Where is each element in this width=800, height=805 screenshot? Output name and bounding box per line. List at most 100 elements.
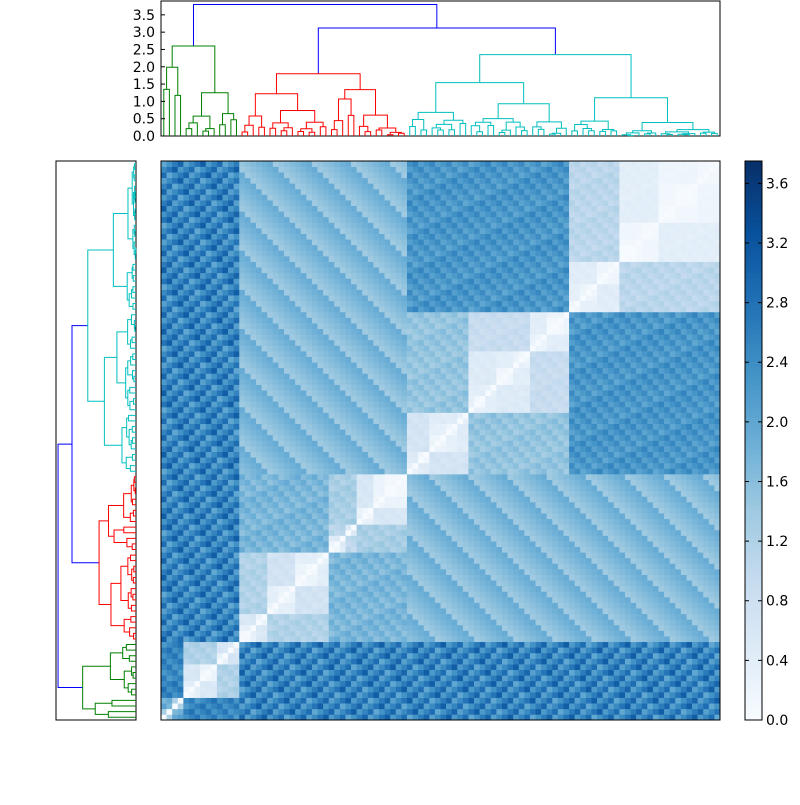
heatmap-cell — [167, 675, 173, 681]
heatmap-cell — [474, 452, 480, 458]
heatmap-cell — [496, 575, 502, 581]
heatmap-cell — [362, 686, 368, 692]
heatmap-cell — [418, 547, 424, 553]
heatmap-cell — [659, 480, 665, 486]
heatmap-cell — [401, 452, 407, 458]
heatmap-cell — [642, 631, 648, 637]
heatmap-cell — [569, 675, 575, 681]
heatmap-cell — [608, 664, 614, 670]
heatmap-cell — [692, 480, 698, 486]
heatmap-cell — [239, 496, 245, 502]
heatmap-cell — [485, 558, 491, 564]
heatmap-cell — [172, 558, 178, 564]
heatmap-cell — [306, 608, 312, 614]
heatmap-cell — [485, 563, 491, 569]
heatmap-cell — [390, 457, 396, 463]
heatmap-cell — [290, 709, 296, 715]
heatmap-cell — [413, 541, 419, 547]
heatmap-cell — [692, 642, 698, 648]
heatmap-cell — [172, 586, 178, 592]
heatmap-cell — [547, 491, 553, 497]
heatmap-cell — [591, 541, 597, 547]
heatmap-cell — [675, 686, 681, 692]
heatmap-cell — [211, 647, 217, 653]
heatmap-cell — [228, 508, 234, 514]
heatmap-cell — [446, 603, 452, 609]
heatmap-cell — [468, 653, 474, 659]
heatmap-cell — [401, 659, 407, 665]
heatmap-cell — [424, 536, 430, 542]
dendrogram-link — [189, 123, 197, 136]
heatmap-cell — [675, 675, 681, 681]
heatmap-cell — [273, 591, 279, 597]
heatmap-cell — [368, 496, 374, 502]
heatmap-cell — [513, 530, 519, 536]
heatmap-cell — [312, 631, 318, 637]
heatmap-cell — [619, 591, 625, 597]
heatmap-cell — [457, 580, 463, 586]
heatmap-cell — [318, 631, 324, 637]
heatmap-cell — [463, 491, 469, 497]
heatmap-cell — [491, 468, 497, 474]
heatmap-cell — [312, 647, 318, 653]
heatmap-cell — [373, 591, 379, 597]
heatmap-cell — [625, 597, 631, 603]
heatmap-cell — [653, 536, 659, 542]
heatmap-cell — [217, 603, 223, 609]
heatmap-cell — [463, 608, 469, 614]
heatmap-cell — [474, 530, 480, 536]
heatmap-cell — [206, 681, 212, 687]
heatmap-cell — [580, 709, 586, 715]
heatmap-cell — [407, 698, 413, 704]
heatmap-cell — [385, 463, 391, 469]
heatmap-cell — [586, 463, 592, 469]
heatmap-cell — [312, 591, 318, 597]
heatmap-cell — [250, 625, 256, 631]
heatmap-cell — [312, 619, 318, 625]
heatmap-cell — [278, 664, 284, 670]
heatmap-cell — [435, 569, 441, 575]
heatmap-cell — [653, 457, 659, 463]
heatmap-cell — [457, 513, 463, 519]
heatmap-cell — [250, 513, 256, 519]
heatmap-cell — [167, 642, 173, 648]
heatmap-cell — [496, 508, 502, 514]
heatmap-cell — [541, 513, 547, 519]
heatmap-cell — [541, 508, 547, 514]
heatmap-cell — [334, 519, 340, 525]
heatmap-cell — [379, 692, 385, 698]
heatmap-cell — [222, 552, 228, 558]
heatmap-cell — [323, 485, 329, 491]
heatmap-cell — [681, 698, 687, 704]
heatmap-cell — [580, 591, 586, 597]
heatmap-cell — [591, 664, 597, 670]
heatmap-cell — [686, 636, 692, 642]
heatmap-cell — [563, 659, 569, 665]
heatmap-cell — [692, 703, 698, 709]
heatmap-cell — [586, 580, 592, 586]
heatmap-cell — [563, 524, 569, 530]
heatmap-cell — [334, 575, 340, 581]
heatmap-cell — [183, 625, 189, 631]
heatmap-cell — [608, 591, 614, 597]
heatmap-cell — [485, 530, 491, 536]
heatmap-cell — [217, 714, 223, 720]
heatmap-cell — [357, 496, 363, 502]
heatmap-cell — [670, 519, 676, 525]
heatmap-cell — [206, 541, 212, 547]
heatmap-cell — [496, 541, 502, 547]
heatmap-cell — [446, 698, 452, 704]
heatmap-cell — [329, 575, 335, 581]
heatmap-cell — [250, 491, 256, 497]
heatmap-cell — [172, 519, 178, 525]
heatmap-cell — [167, 659, 173, 665]
heatmap-cell — [536, 608, 542, 614]
heatmap-cell — [228, 681, 234, 687]
heatmap-cell — [183, 508, 189, 514]
heatmap-cell — [659, 714, 665, 720]
heatmap-cell — [424, 625, 430, 631]
heatmap-cell — [250, 597, 256, 603]
heatmap-cell — [262, 569, 268, 575]
heatmap-cell — [323, 474, 329, 480]
heatmap-cell — [306, 625, 312, 631]
